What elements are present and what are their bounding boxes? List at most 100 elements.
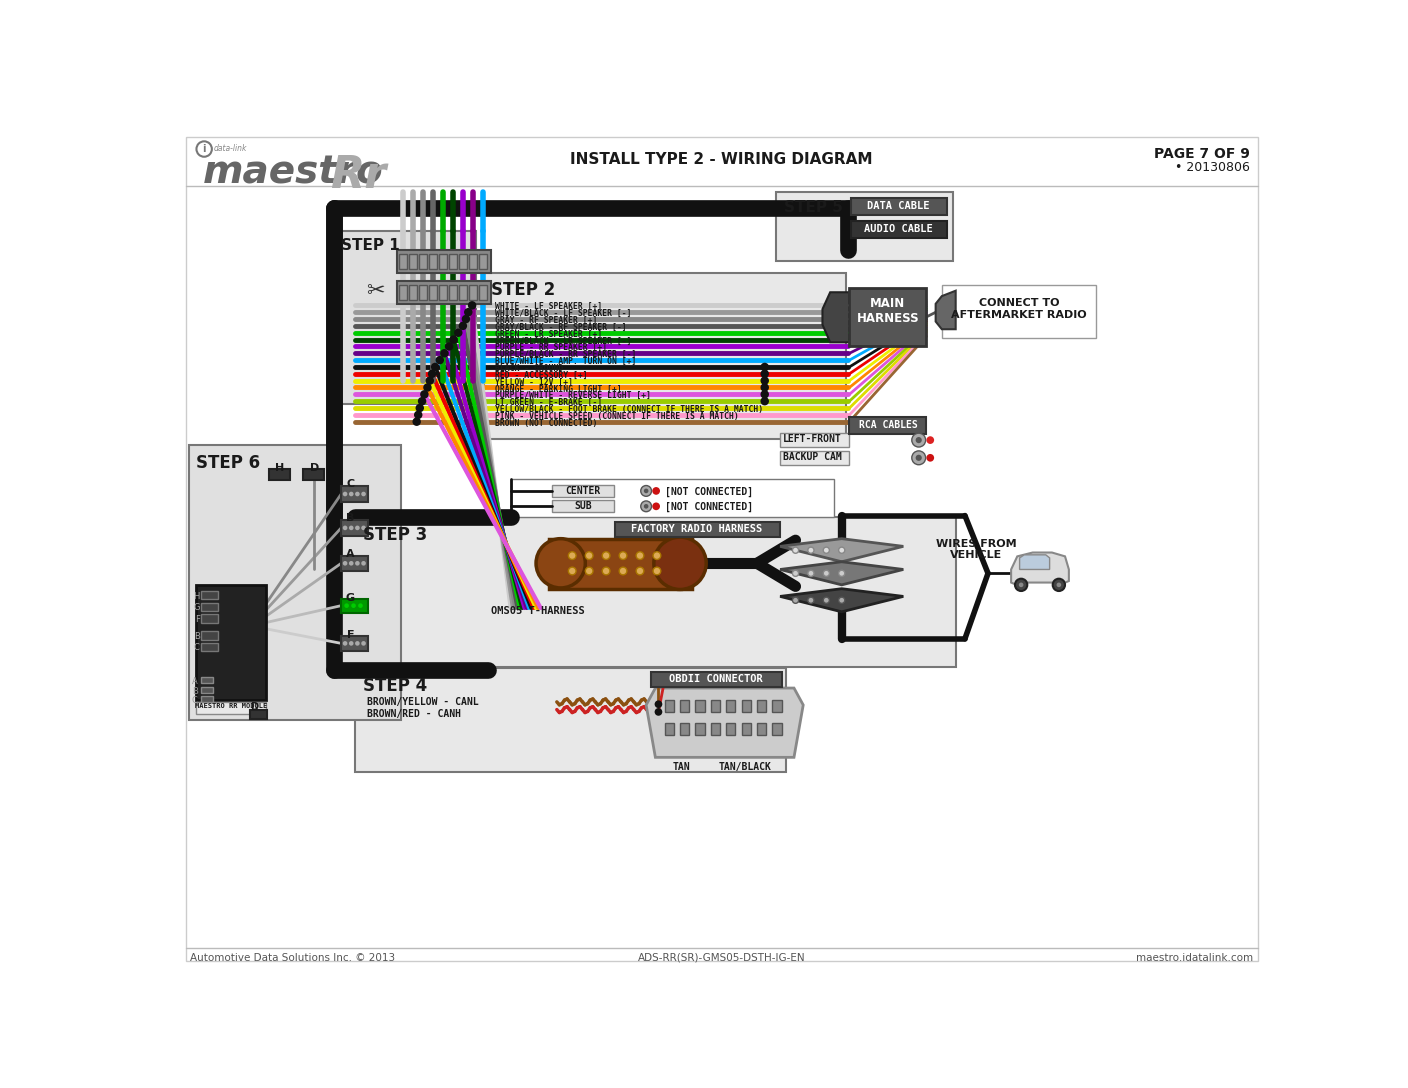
Circle shape [620, 567, 627, 574]
Circle shape [431, 362, 439, 371]
Bar [420, 285, 427, 300]
Circle shape [569, 552, 576, 559]
Text: WIRES FROM
VEHICLE: WIRES FROM VEHICLE [936, 539, 1017, 560]
Bar [439, 285, 446, 300]
Text: D: D [251, 702, 258, 712]
Text: maestro.idatalink.com: maestro.idatalink.com [1136, 953, 1253, 963]
Circle shape [915, 437, 922, 443]
Polygon shape [646, 688, 803, 757]
Bar [251, 709, 268, 719]
Circle shape [643, 489, 649, 493]
Circle shape [459, 322, 467, 330]
Circle shape [620, 552, 627, 559]
Circle shape [926, 436, 934, 444]
Bar [197, 702, 266, 714]
Bar [650, 672, 781, 688]
Circle shape [1015, 579, 1028, 591]
Text: STEP 6: STEP 6 [197, 454, 260, 472]
Circle shape [586, 552, 593, 559]
Bar [549, 539, 691, 589]
Text: [NOT CONNECTED]: [NOT CONNECTED] [665, 502, 753, 512]
Bar [398, 254, 407, 269]
Circle shape [824, 597, 829, 604]
Bar [201, 687, 214, 693]
Bar [849, 288, 926, 346]
Circle shape [342, 641, 348, 645]
Text: WHITE - LF SPEAKER [+]: WHITE - LF SPEAKER [+] [496, 302, 603, 311]
Text: STEP 3: STEP 3 [363, 527, 427, 544]
Text: BLUE/WHITE - AMP. TURN ON [+]: BLUE/WHITE - AMP. TURN ON [+] [496, 357, 636, 366]
Bar [429, 254, 436, 269]
Text: Automotive Data Solutions Inc. © 2013: Automotive Data Solutions Inc. © 2013 [190, 953, 396, 963]
Circle shape [362, 492, 366, 496]
Text: GRAY - RF SPEAKER [+]: GRAY - RF SPEAKER [+] [496, 316, 597, 325]
Bar [711, 700, 719, 712]
Circle shape [420, 391, 428, 398]
Text: BLACK - GROUND: BLACK - GROUND [496, 363, 563, 373]
Circle shape [362, 641, 366, 645]
Polygon shape [936, 290, 956, 330]
Bar [479, 254, 487, 269]
Circle shape [760, 376, 769, 385]
Bar [341, 486, 367, 502]
Bar [942, 285, 1095, 338]
Circle shape [415, 404, 424, 412]
Circle shape [413, 418, 421, 425]
Circle shape [349, 561, 353, 566]
Bar [439, 254, 446, 269]
Polygon shape [780, 561, 904, 585]
Circle shape [355, 561, 359, 566]
Circle shape [808, 570, 814, 577]
Bar [711, 722, 719, 735]
Text: B: B [346, 514, 355, 523]
Bar [201, 614, 218, 622]
Circle shape [445, 343, 453, 350]
Bar [850, 222, 948, 238]
Bar [665, 722, 674, 735]
Text: STEP 5: STEP 5 [784, 200, 843, 214]
Circle shape [760, 362, 769, 371]
Text: A: A [191, 677, 197, 687]
Circle shape [808, 597, 814, 604]
Bar [341, 556, 367, 571]
Text: BROWN/RED - CANH: BROWN/RED - CANH [366, 708, 460, 719]
Bar [341, 635, 367, 651]
Circle shape [569, 567, 576, 574]
Text: SUB: SUB [574, 500, 591, 511]
Circle shape [912, 450, 925, 465]
Circle shape [824, 547, 829, 554]
Text: FACTORY RADIO HARNESS: FACTORY RADIO HARNESS [631, 524, 763, 534]
Bar [303, 469, 324, 480]
Circle shape [653, 567, 660, 574]
Polygon shape [822, 293, 849, 343]
Circle shape [926, 454, 934, 461]
Bar [469, 285, 477, 300]
Circle shape [349, 492, 353, 496]
Text: MAIN
HARNESS: MAIN HARNESS [856, 297, 919, 324]
Bar [469, 254, 477, 269]
Bar [201, 695, 214, 702]
Circle shape [349, 526, 353, 530]
Circle shape [793, 570, 798, 577]
Text: GRAY/BLACK - RF SPEAKER [-]: GRAY/BLACK - RF SPEAKER [-] [496, 323, 627, 332]
Bar [727, 722, 735, 735]
Bar [552, 485, 614, 497]
Bar [742, 700, 750, 712]
Bar [484, 273, 846, 438]
Text: • 20130806: • 20130806 [1174, 161, 1250, 174]
Bar [780, 433, 849, 447]
Text: DATA CABLE: DATA CABLE [867, 200, 929, 211]
Text: MAESTRO RR MODULE: MAESTRO RR MODULE [194, 703, 268, 708]
Bar [696, 700, 704, 712]
Text: A: A [346, 548, 355, 558]
Circle shape [652, 487, 660, 495]
Text: ADS-RR(SR)-GMS05-DSTH-IG-EN: ADS-RR(SR)-GMS05-DSTH-IG-EN [638, 953, 805, 963]
Text: i: i [203, 144, 206, 154]
Text: STEP 2: STEP 2 [491, 281, 556, 299]
Bar [334, 231, 476, 404]
Text: B: B [194, 632, 200, 641]
Text: H: H [275, 463, 284, 473]
Circle shape [643, 504, 649, 508]
Text: STEP 1: STEP 1 [341, 238, 400, 254]
Bar [189, 445, 400, 720]
